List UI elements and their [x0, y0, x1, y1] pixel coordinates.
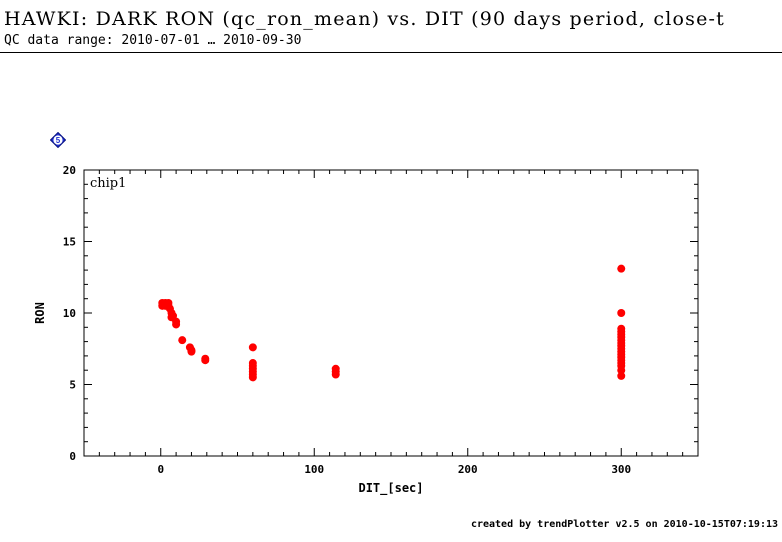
badge-number: 5	[56, 136, 61, 145]
data-point	[248, 343, 257, 352]
data-point	[248, 373, 257, 382]
data-points-layer	[158, 264, 626, 382]
y-tick-label: 20	[63, 164, 76, 177]
x-tick-label: 0	[157, 463, 164, 476]
qc-data-range: QC data range: 2010-07-01 … 2010-09-30	[4, 33, 302, 48]
x-axis-title: DIT_[sec]	[358, 481, 423, 496]
x-tick-label: 100	[304, 463, 324, 476]
x-tick-label: 300	[611, 463, 631, 476]
data-point	[178, 336, 187, 345]
y-tick-label: 5	[69, 379, 76, 392]
y-tick-label: 15	[63, 236, 76, 249]
y-tick-label: 0	[69, 450, 76, 463]
plot-frame	[83, 169, 699, 457]
diamond-badge-icon[interactable]: 5	[50, 132, 66, 148]
data-point	[617, 309, 626, 317]
x-tick-label: 200	[458, 463, 478, 476]
data-point	[187, 347, 196, 356]
y-tick-label: 10	[63, 307, 76, 320]
page-title: HAWKI: DARK RON (qc_ron_mean) vs. DIT (9…	[4, 8, 725, 30]
y-axis-title: RON	[33, 302, 47, 324]
data-point	[617, 366, 626, 375]
data-point	[201, 356, 210, 365]
data-point	[331, 370, 340, 379]
badge-inner-circle	[53, 135, 63, 145]
header-divider	[0, 52, 782, 53]
axes-layer: 0 100 200 300 0 5 10 15 20	[63, 164, 699, 476]
data-point	[172, 320, 181, 329]
panel-label: chip1	[90, 176, 126, 191]
data-point	[617, 371, 626, 380]
data-point	[617, 264, 626, 273]
footer-credit: created by trendPlotter v2.5 on 2010-10-…	[470, 519, 778, 530]
